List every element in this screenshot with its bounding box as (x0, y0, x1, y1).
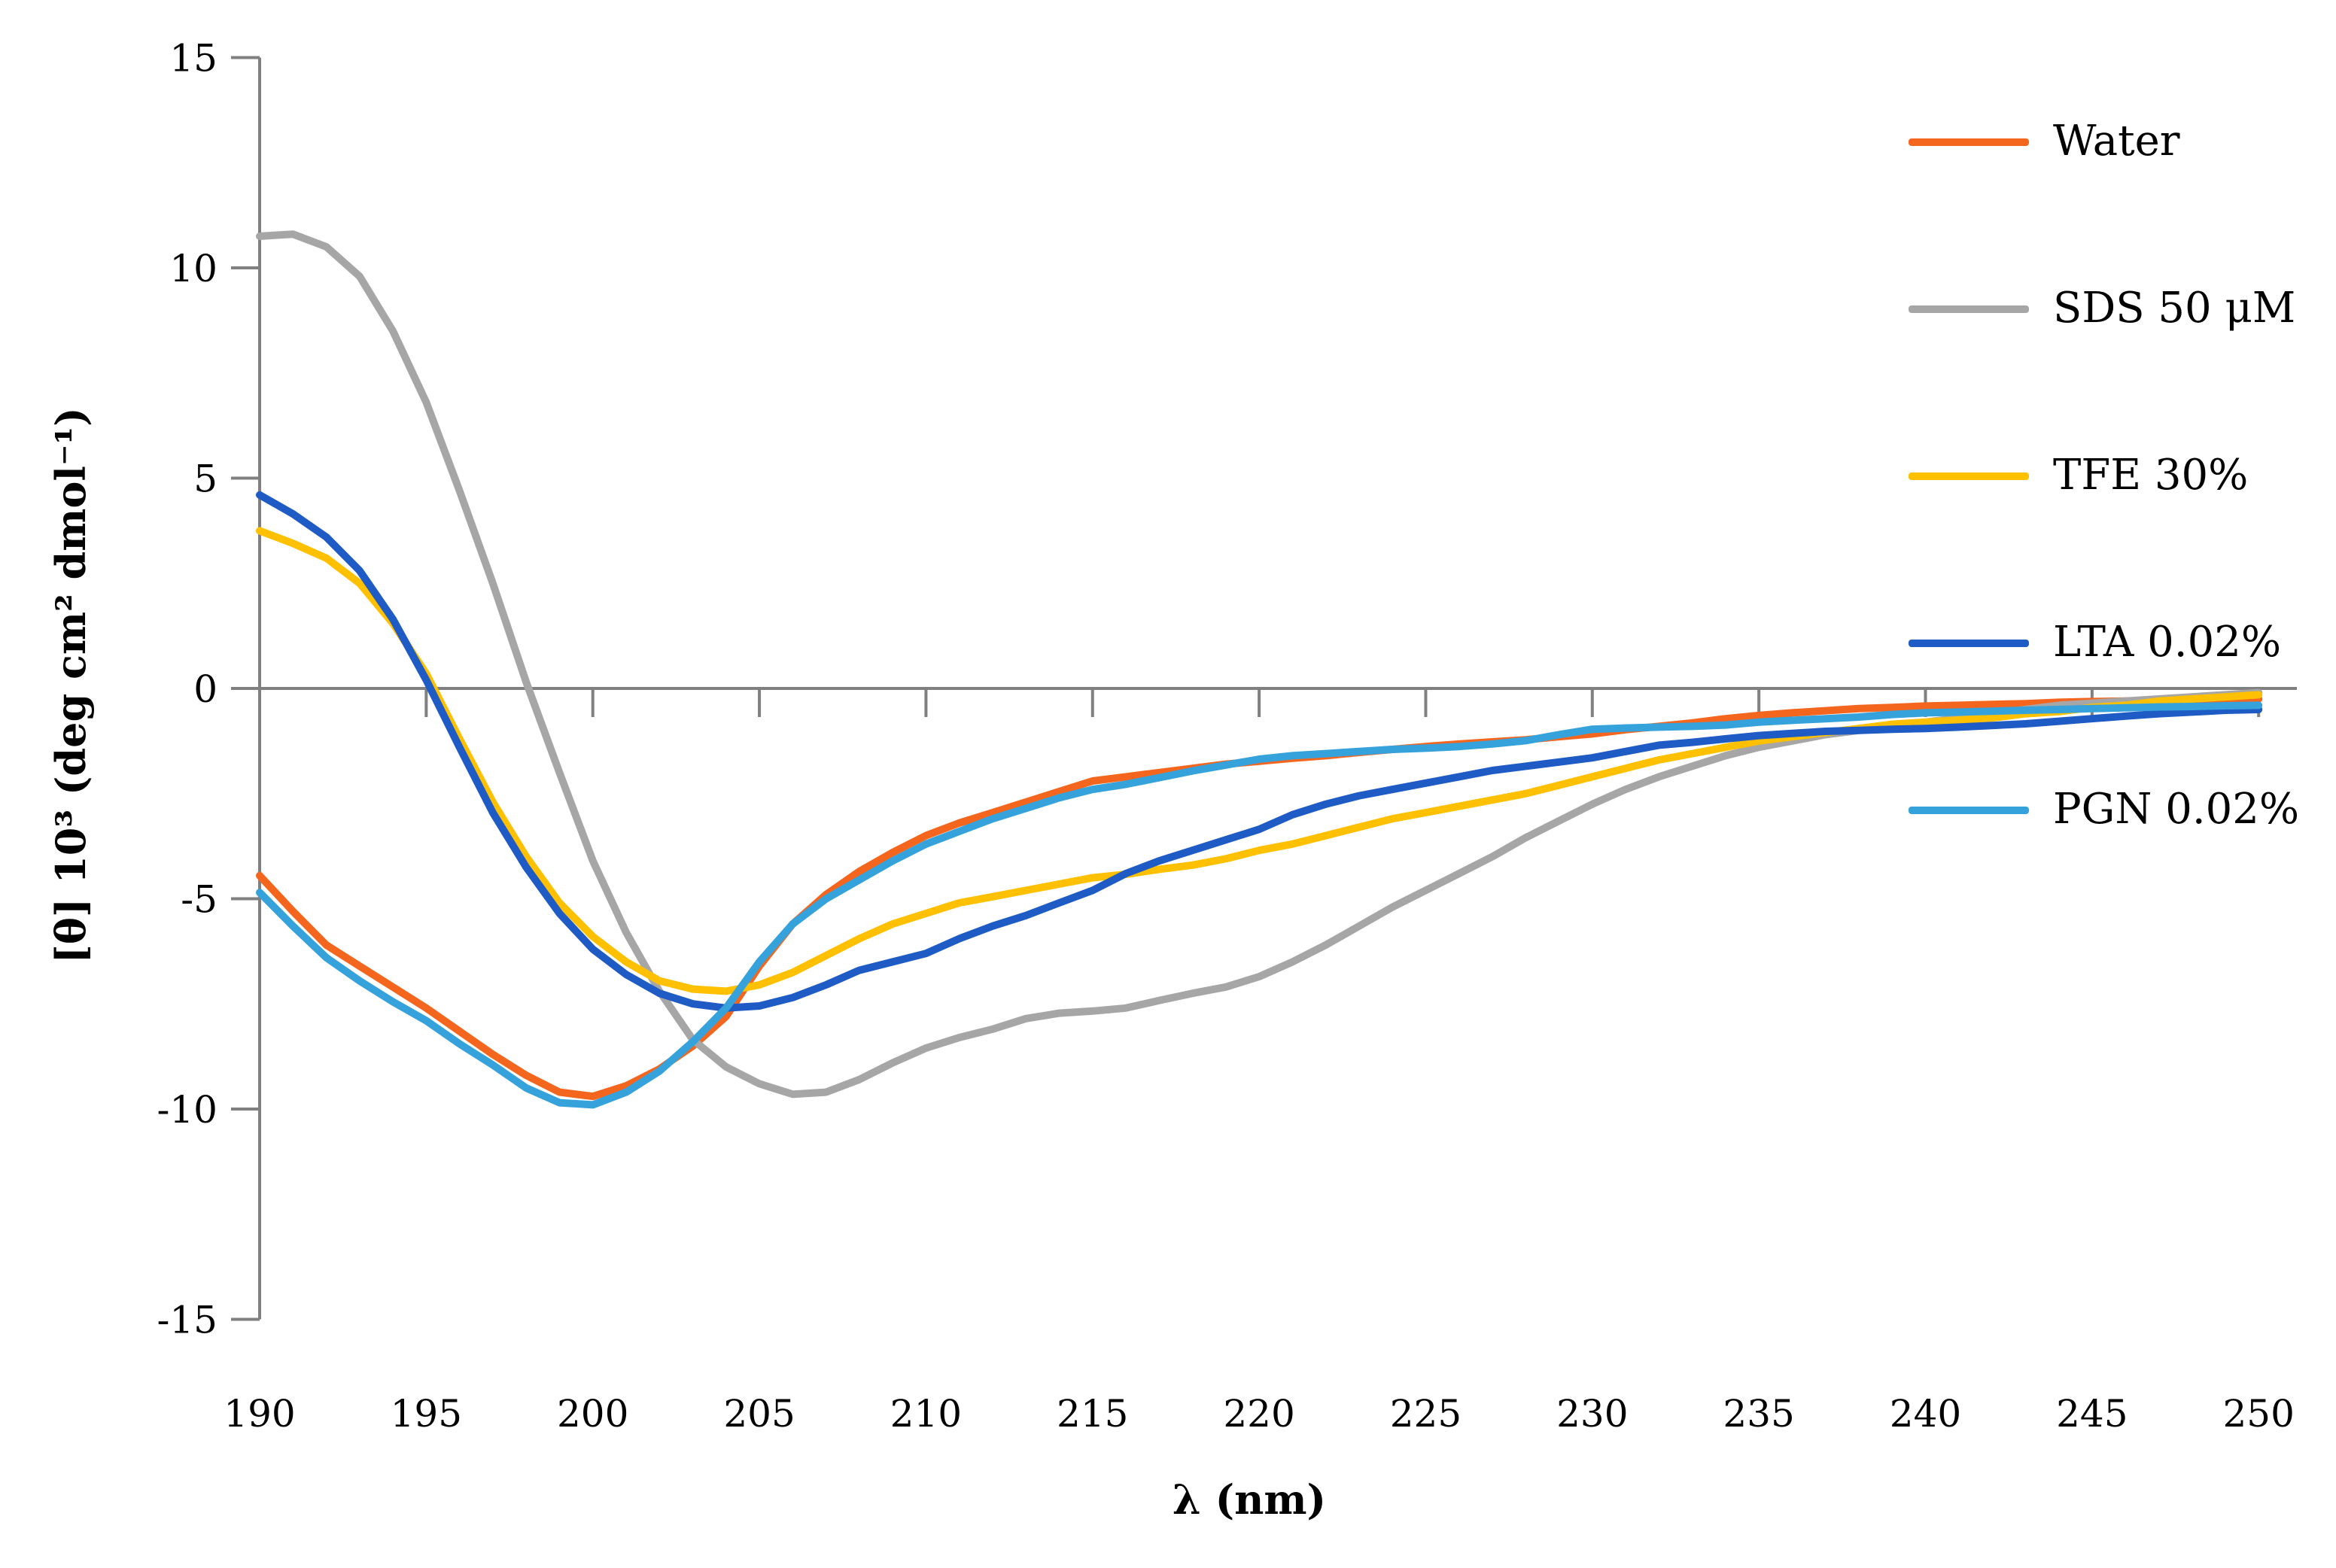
y-tick-label: -15 (157, 1299, 217, 1342)
series-line-tfe-30 (256, 527, 2263, 995)
x-tick-label: 215 (1057, 1392, 1128, 1436)
y-tick-label: 15 (169, 37, 217, 81)
y-axis-title: [θ] 10³ (deg cm² dmol⁻¹) (49, 407, 96, 964)
x-tick-label: 230 (1556, 1392, 1628, 1436)
y-tick-label: -10 (157, 1088, 217, 1132)
legend-item-tfe-30: TFE 30% (1909, 451, 2299, 500)
x-tick-label: 225 (1390, 1392, 1462, 1436)
x-tick-label: 195 (391, 1392, 462, 1436)
x-axis-title: λ (nm) (1172, 1478, 1327, 1524)
legend-line-swatch (1909, 305, 2029, 312)
legend-line-swatch (1909, 472, 2029, 479)
legend-line-swatch (1909, 639, 2029, 646)
legend-label: TFE 30% (2053, 450, 2249, 500)
legend-item-sds-50-m: SDS 50 μM (1909, 284, 2299, 333)
x-tick-label: 210 (890, 1392, 962, 1436)
legend-item-pgn-0-02: PGN 0.02% (1909, 784, 2300, 834)
legend-item-water: Water (1909, 117, 2299, 166)
x-tick-label: 250 (2222, 1392, 2294, 1436)
x-tick-label: 190 (224, 1392, 295, 1436)
legend-label: Water (2053, 116, 2180, 166)
chart-legend: Water SDS 50 μM TFE 30% LTA 0.02% PGN 0.02% (1909, 117, 2299, 953)
x-tick-label: 245 (2056, 1392, 2128, 1436)
legend-label: LTA 0.02% (2053, 617, 2282, 667)
series-line-lta-0-02 (256, 491, 2263, 1012)
x-tick-label: 235 (1723, 1392, 1794, 1436)
legend-line-swatch (1909, 806, 2029, 813)
legend-label: PGN 0.02% (2053, 784, 2300, 834)
y-tick-label: 5 (193, 457, 217, 501)
x-tick-label: 240 (1890, 1392, 1961, 1436)
legend-line-swatch (1909, 138, 2029, 145)
legend-label: SDS 50 μM (2053, 283, 2296, 333)
series-line-pgn-0-02 (256, 701, 2263, 1109)
y-tick-label: 10 (169, 247, 217, 290)
y-tick-label: 0 (193, 667, 217, 711)
x-tick-label: 220 (1223, 1392, 1294, 1436)
y-tick-label: -5 (181, 878, 217, 922)
x-tick-label: 200 (557, 1392, 628, 1436)
legend-item-lta-0-02: LTA 0.02% (1909, 618, 2299, 667)
x-tick-label: 205 (723, 1392, 795, 1436)
